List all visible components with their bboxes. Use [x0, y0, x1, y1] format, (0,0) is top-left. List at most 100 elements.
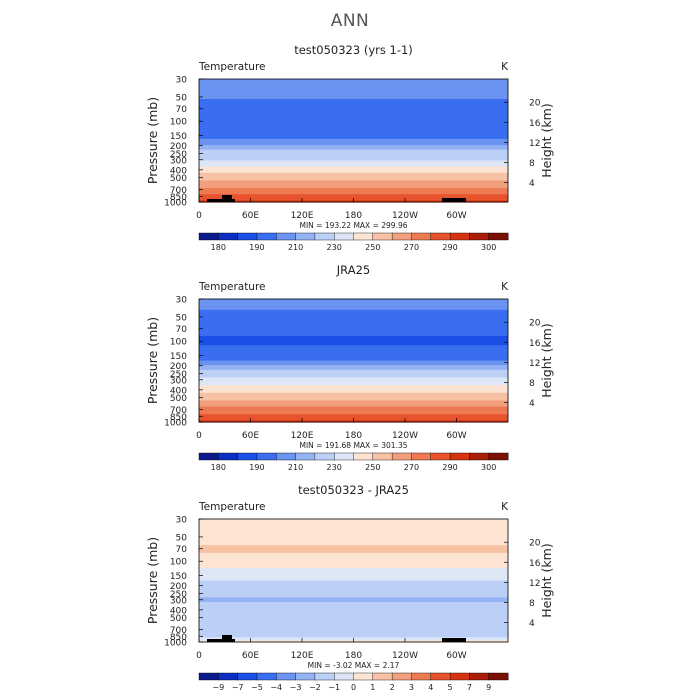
- field-band: [199, 408, 508, 411]
- y-tick-label: 50: [176, 313, 188, 323]
- y-tick-label: 1000: [164, 199, 187, 209]
- field-band: [199, 592, 508, 595]
- colorbar-swatch: [449, 452, 470, 461]
- variable-label: Temperature: [198, 501, 266, 513]
- x-tick-label: 180: [345, 211, 362, 221]
- field-band: [199, 540, 508, 543]
- field-band: [199, 125, 508, 128]
- colorbar-swatch: [488, 672, 509, 681]
- field-band: [199, 166, 508, 169]
- field-band: [199, 306, 508, 309]
- colorbar-swatch: [391, 672, 412, 681]
- colorbar-swatch: [488, 232, 509, 241]
- field-band: [199, 525, 508, 528]
- field-band: [199, 322, 508, 325]
- chart-title: JRA25: [336, 263, 370, 277]
- colorbar-label: 4: [428, 683, 433, 692]
- field-band: [199, 148, 508, 151]
- field-band: [199, 180, 508, 183]
- colorbar-swatch: [430, 452, 451, 461]
- field-band: [199, 395, 508, 398]
- colorbar-swatch: [314, 452, 335, 461]
- y-tick-label: 150: [170, 352, 187, 362]
- y-right-tick-label: 4: [529, 399, 535, 409]
- field-band: [199, 629, 508, 632]
- field-band: [199, 314, 508, 317]
- colorbar-swatch: [353, 452, 374, 461]
- field-band: [199, 122, 508, 125]
- units-label: K: [501, 281, 509, 293]
- field-band: [199, 349, 508, 352]
- field-band: [199, 323, 508, 326]
- field-band: [199, 178, 508, 182]
- x-tick-label: 60W: [446, 431, 466, 441]
- topography-mark: [442, 198, 466, 202]
- field-band: [199, 388, 508, 391]
- y-right-tick-label: 8: [529, 159, 535, 169]
- field-band: [199, 631, 508, 634]
- y-right-tick-label: 12: [529, 579, 540, 589]
- field-band: [199, 357, 508, 360]
- x-tick-label: 60E: [242, 211, 259, 221]
- x-tick-label: 120W: [392, 431, 418, 441]
- field-band: [199, 118, 508, 122]
- field-band: [199, 114, 508, 117]
- field-band: [199, 98, 508, 102]
- y-tick-label: 300: [170, 156, 187, 166]
- colorbar-swatch: [276, 232, 297, 241]
- colorbar-swatch: [372, 452, 393, 461]
- field-band: [199, 129, 508, 132]
- x-tick-label: 180: [345, 431, 362, 441]
- field-band: [199, 174, 508, 177]
- colorbar-swatch: [449, 232, 470, 241]
- field-band: [199, 111, 508, 114]
- y-tick-label: 300: [170, 376, 187, 386]
- field-band: [199, 305, 508, 308]
- field-band: [199, 351, 508, 354]
- y-tick-label: 700: [170, 406, 187, 416]
- field-band: [199, 328, 508, 331]
- field-band: [199, 177, 508, 180]
- field-band: [199, 528, 508, 531]
- field-band: [199, 312, 508, 315]
- field-band: [199, 586, 508, 589]
- y-tick-label: 50: [176, 93, 188, 103]
- field-band: [199, 529, 508, 532]
- colorbar-swatch: [488, 452, 509, 461]
- field-band: [199, 155, 508, 159]
- field-band: [199, 563, 508, 566]
- y-tick-label: 850: [170, 413, 187, 423]
- field-band: [199, 562, 508, 565]
- field-band: [199, 85, 508, 88]
- field-band: [199, 557, 508, 560]
- field-band: [199, 589, 508, 592]
- page-title: ANN: [330, 11, 370, 31]
- y-right-tick-label: 16: [529, 119, 541, 129]
- field-band: [199, 578, 508, 582]
- y-right-tick-label: 20: [529, 539, 541, 549]
- field-band: [199, 195, 508, 198]
- field-band: [199, 163, 508, 166]
- field-band: [199, 171, 508, 174]
- field-band: [199, 317, 508, 320]
- field-band: [199, 374, 508, 377]
- field-band: [199, 535, 508, 539]
- y-tick-label: 150: [170, 572, 187, 582]
- field-band: [199, 123, 508, 126]
- field-band: [199, 315, 508, 319]
- x-tick-label: 60W: [446, 651, 466, 661]
- field-band: [199, 128, 508, 131]
- colorbar-swatch: [314, 232, 335, 241]
- field-band: [199, 548, 508, 551]
- y-tick-label: 400: [170, 386, 187, 396]
- min-max-label: MIN = 191.68 MAX = 301.35: [299, 441, 407, 450]
- field-band: [199, 634, 508, 637]
- field-band: [199, 602, 508, 605]
- colorbar-label: −2: [309, 683, 321, 692]
- y-tick-label: 70: [176, 545, 188, 555]
- field-band: [199, 372, 508, 375]
- colorbar-label: 300: [481, 243, 496, 252]
- field-band: [199, 191, 508, 194]
- colorbar-swatch: [218, 452, 239, 461]
- topography-mark: [207, 199, 235, 202]
